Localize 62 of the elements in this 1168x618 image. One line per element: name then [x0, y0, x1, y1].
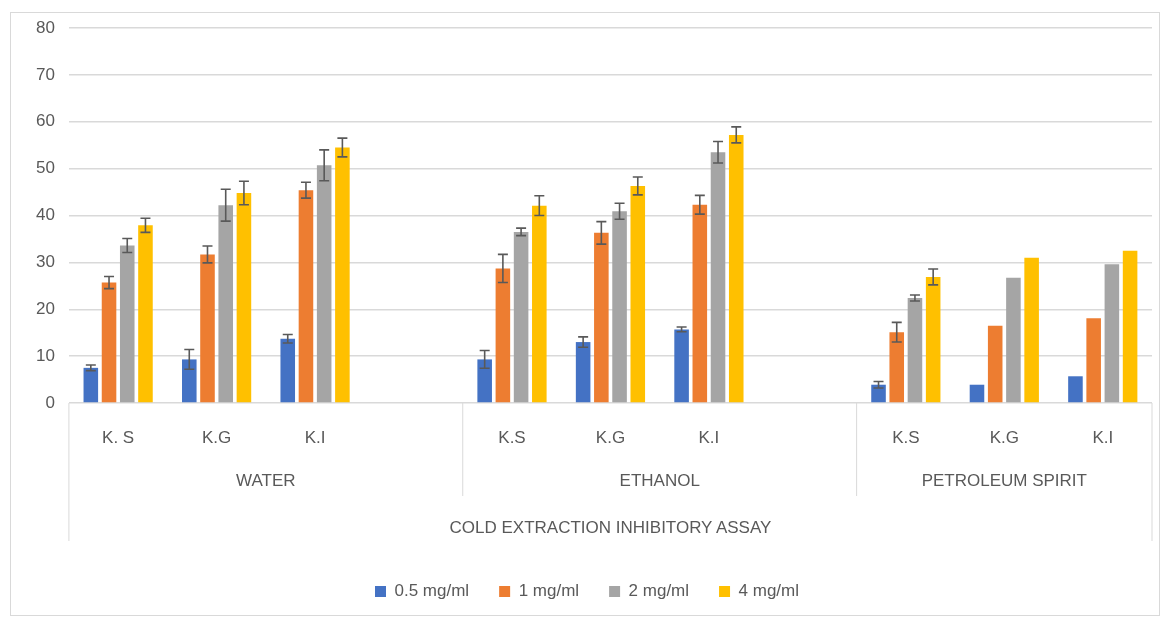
bar [575, 342, 591, 403]
text: WATER [236, 470, 296, 490]
bar [495, 268, 511, 403]
y-tick-label: 60 [35, 111, 55, 131]
bar [1068, 376, 1083, 403]
bar [710, 152, 726, 403]
bar [477, 359, 492, 403]
bar [969, 384, 985, 403]
bar [594, 232, 609, 403]
x-axis-title: COLD EXTRACTION INHIBITORY ASSAY [449, 517, 772, 537]
legend-label: 2 mg/ml [628, 581, 690, 601]
y-tick-label: 10 [35, 345, 55, 365]
legend-label: 1 mg/ml [518, 581, 580, 601]
x-tick-label: K.G [989, 427, 1019, 447]
bar [218, 205, 233, 403]
x-tick-label: K.I [304, 427, 326, 447]
bar [674, 329, 689, 403]
bar [298, 190, 314, 403]
bar [335, 147, 350, 403]
x-tick-label: K.I [1092, 427, 1114, 447]
text: ETHANOL [619, 470, 700, 490]
y-tick-label: 50 [35, 158, 55, 178]
legend-label: 0.5 mg/ml [394, 581, 470, 601]
bar [871, 384, 886, 403]
bar [83, 367, 99, 403]
bar [1104, 264, 1120, 403]
y-tick-label: 80 [35, 17, 55, 37]
y-tick-label: 70 [35, 64, 55, 84]
y-tick-label: 0 [45, 392, 55, 412]
bar [532, 205, 547, 403]
text: PETROLEUM SPIRIT [921, 470, 1087, 490]
bar [138, 225, 153, 403]
x-tick-label: K.G [201, 427, 232, 447]
bar [1122, 250, 1138, 403]
bar [907, 298, 923, 403]
bar [1024, 257, 1039, 403]
bar [513, 231, 529, 403]
bar [119, 245, 135, 403]
bar [925, 276, 941, 403]
x-tick-label: K.G [595, 427, 626, 447]
y-tick-label: 40 [35, 205, 55, 225]
x-tick-label: K.S [498, 427, 526, 447]
bar [316, 165, 332, 403]
bar [987, 325, 1003, 403]
x-tick-label: K. S [102, 427, 135, 447]
bar [630, 185, 646, 403]
y-tick-label: 20 [35, 298, 55, 318]
bar [280, 338, 296, 403]
bar [728, 134, 744, 403]
legend-label: 4 mg/ml [738, 581, 800, 601]
bar [101, 282, 117, 403]
x-tick-label: K.I [698, 427, 720, 447]
bar [1006, 277, 1021, 403]
x-tick-label: K.S [892, 427, 920, 447]
bar [200, 254, 215, 403]
bar [1086, 318, 1101, 403]
bar [692, 204, 708, 403]
y-tick-label: 30 [35, 252, 55, 272]
bar [181, 359, 197, 403]
bar [889, 332, 905, 403]
bar [236, 193, 252, 403]
bar [612, 211, 627, 403]
